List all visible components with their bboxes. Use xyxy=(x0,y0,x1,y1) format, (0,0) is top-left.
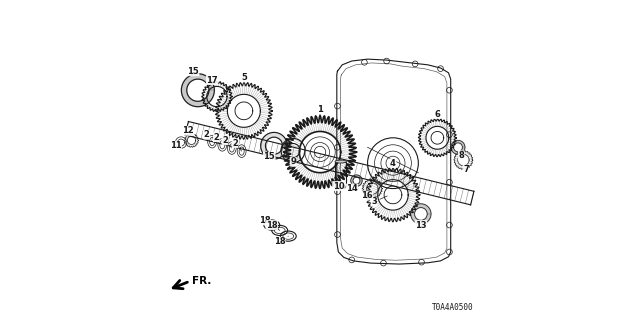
Text: FR.: FR. xyxy=(191,276,211,286)
Polygon shape xyxy=(260,132,287,159)
Text: 16: 16 xyxy=(361,191,373,200)
Text: 2: 2 xyxy=(232,139,242,151)
Polygon shape xyxy=(181,74,214,107)
Text: 18: 18 xyxy=(266,220,280,230)
Text: 2: 2 xyxy=(222,136,232,148)
Text: 5: 5 xyxy=(241,73,247,82)
Text: 18: 18 xyxy=(273,236,288,246)
Text: 18: 18 xyxy=(259,216,272,225)
Text: 17: 17 xyxy=(206,76,218,84)
Polygon shape xyxy=(451,140,465,154)
Text: 2: 2 xyxy=(213,133,222,145)
Text: 1: 1 xyxy=(317,105,323,116)
Text: 12: 12 xyxy=(182,126,194,135)
Text: 7: 7 xyxy=(463,165,468,174)
Text: 3: 3 xyxy=(371,196,387,206)
Polygon shape xyxy=(351,175,362,186)
Text: 6: 6 xyxy=(435,109,440,119)
Text: 13: 13 xyxy=(415,220,427,229)
Text: 15: 15 xyxy=(264,152,275,161)
Text: 15: 15 xyxy=(188,67,199,76)
Text: 10: 10 xyxy=(333,181,344,190)
Text: 11: 11 xyxy=(170,141,182,150)
Text: 14: 14 xyxy=(346,184,358,193)
Text: T0A4A0500: T0A4A0500 xyxy=(432,303,474,312)
Polygon shape xyxy=(411,204,431,224)
Text: 8: 8 xyxy=(458,151,464,160)
Ellipse shape xyxy=(335,186,346,188)
Text: 4: 4 xyxy=(390,159,396,168)
Ellipse shape xyxy=(335,160,346,163)
Text: 2: 2 xyxy=(204,130,212,142)
Text: 9: 9 xyxy=(290,157,296,166)
